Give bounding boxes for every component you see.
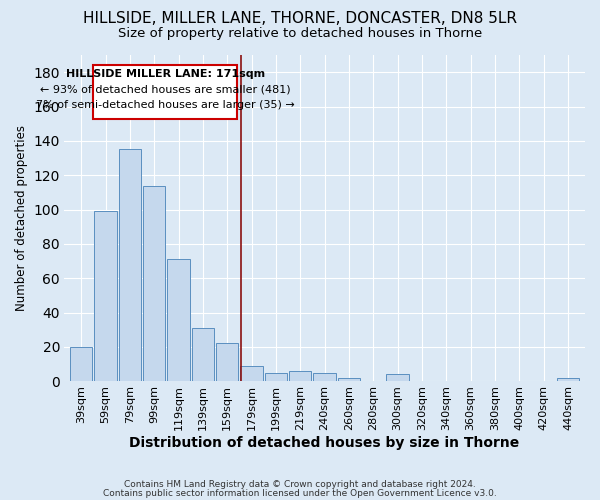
Bar <box>94 212 117 382</box>
Text: 7% of semi-detached houses are larger (35) →: 7% of semi-detached houses are larger (3… <box>36 100 295 110</box>
Text: Contains HM Land Registry data © Crown copyright and database right 2024.: Contains HM Land Registry data © Crown c… <box>124 480 476 489</box>
Bar <box>241 366 263 382</box>
Bar <box>192 328 214 382</box>
Text: ← 93% of detached houses are smaller (481): ← 93% of detached houses are smaller (48… <box>40 84 290 94</box>
Bar <box>265 372 287 382</box>
Bar <box>167 260 190 382</box>
Bar <box>289 371 311 382</box>
Bar <box>216 344 238 382</box>
Y-axis label: Number of detached properties: Number of detached properties <box>15 125 28 311</box>
Bar <box>143 186 166 382</box>
Text: HILLSIDE MILLER LANE: 171sqm: HILLSIDE MILLER LANE: 171sqm <box>65 68 265 78</box>
Bar <box>557 378 579 382</box>
X-axis label: Distribution of detached houses by size in Thorne: Distribution of detached houses by size … <box>130 436 520 450</box>
Bar <box>70 347 92 382</box>
Text: Contains public sector information licensed under the Open Government Licence v3: Contains public sector information licen… <box>103 488 497 498</box>
Text: Size of property relative to detached houses in Thorne: Size of property relative to detached ho… <box>118 28 482 40</box>
Bar <box>338 378 360 382</box>
Bar <box>313 372 336 382</box>
FancyBboxPatch shape <box>94 66 237 118</box>
Bar <box>386 374 409 382</box>
Bar <box>119 150 141 382</box>
Text: HILLSIDE, MILLER LANE, THORNE, DONCASTER, DN8 5LR: HILLSIDE, MILLER LANE, THORNE, DONCASTER… <box>83 11 517 26</box>
